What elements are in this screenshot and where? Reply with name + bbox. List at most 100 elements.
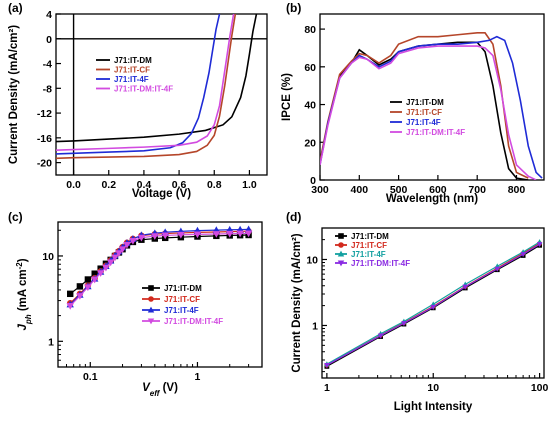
legend-label: J71:IT-DM:IT-4F [351, 259, 410, 268]
y-axis-title-part: -2 [15, 262, 24, 270]
legend-label: J71:IT-CF [164, 295, 200, 304]
data-point-3 [66, 303, 74, 310]
y-axis-title-part: ph [24, 314, 33, 325]
data-point-3 [123, 241, 131, 249]
x-tick-label: 0.4 [137, 179, 152, 191]
x-tick-label: 500 [390, 184, 408, 196]
panel-label: (a) [8, 1, 23, 15]
x-axis-title: Voltage (V) [132, 188, 191, 200]
series-group [320, 32, 543, 180]
series-line-3 [56, 14, 235, 152]
legend-label: J71:IT-DM [114, 56, 152, 65]
y-tick-label: 0 [46, 34, 52, 46]
data-point-0 [76, 283, 84, 290]
y-axis-title-part: J [17, 324, 29, 331]
series-line-0 [69, 234, 249, 295]
series-line-1 [69, 230, 249, 304]
y-tick-label: 20 [304, 137, 316, 149]
legend-label: J71:IT-CF [406, 108, 442, 117]
x-axis-title-part: (V) [159, 382, 178, 394]
legend-marker [338, 242, 344, 248]
y-tick-label: 40 [304, 100, 316, 112]
x-tick-label: 0.0 [66, 179, 81, 191]
legend-label: J71:IT-DM [164, 284, 202, 293]
panel-label: (c) [8, 210, 23, 224]
panel-b: (b)300 400 500 600 700 800020406080J71:IT-DMJ… [281, 1, 545, 205]
legend-label: J71:IT-DM:IT-4F [164, 317, 223, 326]
legend-label: J71:IT-DM:IT-4F [406, 128, 465, 137]
data-point-3 [84, 284, 92, 292]
data-point-3 [102, 264, 110, 272]
data-point-3 [430, 304, 436, 310]
legend-label: J71:IT-4F [351, 250, 386, 259]
data-point-3 [151, 233, 159, 240]
x-tick-label: 0.2 [101, 179, 116, 191]
data-point-3 [118, 246, 127, 254]
y-tick-label: 1 [312, 320, 318, 332]
x-tick-label: 300 [311, 184, 329, 196]
legend-label: J71:IT-4F [164, 306, 199, 315]
x-tick-label: 800 [508, 184, 526, 196]
y-tick-label: -12 [37, 108, 52, 120]
legend-label: J71:IT-4F [114, 75, 149, 84]
y-axis-title: IPCE (%) [281, 73, 293, 121]
data-point-3 [111, 254, 119, 262]
data-point-3 [377, 333, 384, 339]
x-tick-label: 0.6 [172, 179, 187, 191]
x-axis-title: Wavelength (nm) [386, 193, 478, 205]
data-point-3 [161, 232, 169, 240]
data-point-3 [212, 231, 221, 238]
y-tick-label: -16 [37, 133, 52, 145]
y-tick-label: 80 [304, 24, 316, 36]
data-point-3 [324, 363, 330, 369]
x-tick-label: 10 [427, 382, 439, 394]
x-tick-label: 400 [351, 184, 369, 196]
x-axis-title: Veff (V) [142, 382, 178, 398]
data-point-3 [96, 270, 105, 277]
data-point-3 [177, 231, 185, 239]
series-group [56, 14, 258, 160]
series-line-3 [69, 232, 249, 307]
data-point-3 [106, 259, 115, 267]
y-tick-label: -20 [37, 158, 52, 170]
data-point-3 [193, 231, 202, 239]
series-line-1 [320, 32, 529, 179]
y-tick-label: 0 [310, 175, 316, 187]
series-line-3 [326, 243, 540, 366]
y-axis-title: Current Density (mA/cm²) [8, 25, 20, 164]
legend-label: J71:IT-CF [351, 241, 387, 250]
data-point-3 [91, 276, 99, 284]
panel-label: (b) [286, 1, 301, 15]
data-point-0 [67, 290, 74, 298]
data-point-3 [401, 321, 407, 327]
series-line-2 [56, 14, 221, 155]
data-point-3 [76, 293, 84, 300]
series-line-2 [326, 241, 540, 365]
legend-marker [337, 250, 345, 257]
data-point-3 [244, 230, 253, 238]
x-tick-label: 100 [531, 382, 549, 394]
data-point-3 [226, 230, 234, 238]
data-point-3 [536, 242, 543, 248]
x-axis-title-part: eff [150, 389, 161, 398]
y-tick-label: -4 [43, 59, 52, 71]
data-point-3 [137, 234, 146, 242]
data-point-3 [494, 266, 501, 272]
legend-label: J71:IT-DM:IT-4F [114, 85, 173, 94]
panel-a: (a) 0.0 0.2 0.4 0.6 0.8 1.0 -20 -16 -12 -8 -4 0 4 J71:… [8, 1, 268, 200]
series-line-0 [56, 14, 258, 143]
legend-label: J71:IT-DM [406, 98, 444, 107]
data-point-0 [84, 276, 92, 283]
series-group [66, 225, 253, 310]
series-group [324, 239, 543, 369]
y-tick-label: 60 [304, 62, 316, 74]
legend-marker [148, 285, 154, 291]
legend-label: J71:IT-4F [406, 118, 441, 127]
panel-label: (d) [286, 210, 301, 224]
plot-frame [319, 13, 545, 181]
data-point-3 [462, 284, 469, 290]
legend-marker [147, 306, 155, 313]
x-tick-label: 1 [195, 371, 201, 383]
